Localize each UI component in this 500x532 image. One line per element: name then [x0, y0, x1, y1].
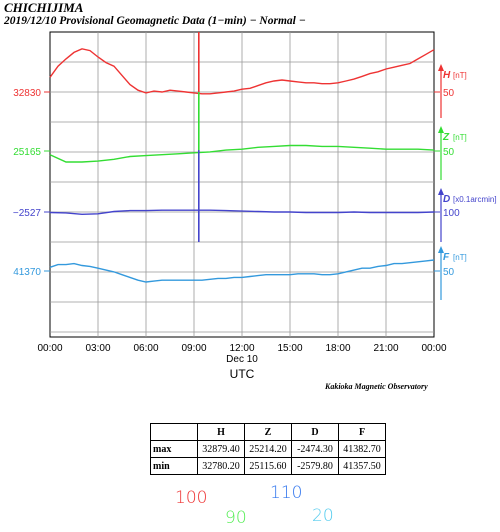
stats-cell: -2579.80 — [291, 457, 339, 475]
stats-col-f: F — [338, 423, 386, 441]
component-label-d: D — [443, 194, 450, 205]
stats-corner — [150, 423, 198, 441]
stats-cell: 41382.70 — [338, 440, 386, 458]
station-title: CHICHIJIMA — [4, 0, 84, 15]
stats-col-h: H — [197, 423, 245, 441]
x-tick-label: 00:00 — [37, 343, 62, 354]
component-label-f: F — [443, 252, 450, 263]
stats-cell: 32879.40 — [197, 440, 245, 458]
scale-arrowhead — [438, 246, 444, 253]
baseline-label-f: 41370 — [13, 267, 41, 278]
baseline-label-h: 32830 — [13, 88, 41, 99]
stats-label-max: max — [150, 440, 198, 458]
stats-cell: 41357.50 — [338, 457, 386, 475]
unit-label-h: [nT] — [453, 71, 467, 80]
stats-label-min: min — [150, 457, 198, 475]
stats-row-max: max 32879.40 25214.20 -2474.30 41382.70 — [150, 440, 386, 458]
stats-table: H Z D F max 32879.40 25214.20 -2474.30 4… — [150, 423, 386, 475]
x-tick-label: 09:00 — [181, 343, 206, 354]
x-tick-label: 21:00 — [373, 343, 398, 354]
series-line-h — [49, 48, 435, 95]
x-tick-label: 15:00 — [277, 343, 302, 354]
stats-cell: 25115.60 — [244, 457, 292, 475]
stats-cell: -2474.30 — [291, 440, 339, 458]
handwritten-note: 100 — [175, 488, 208, 508]
scale-value-f: 50 — [443, 267, 455, 278]
component-label-z: Z — [442, 132, 450, 143]
x-axis-label: UTC — [230, 367, 255, 381]
x-tick-label: 00:00 — [421, 343, 446, 354]
series-line-d — [49, 209, 435, 216]
unit-label-z: [nT] — [453, 133, 467, 142]
stats-col-z: Z — [244, 423, 292, 441]
stats-row-min: min 32780.20 25115.60 -2579.80 41357.50 — [150, 457, 386, 475]
chart-subtitle: 2019/12/10 Provisional Geomagnetic Data … — [4, 15, 306, 27]
observatory-credit: Kakioka Magnetic Observatory — [325, 382, 428, 391]
unit-label-f: [nT] — [453, 253, 467, 262]
series-line-z — [49, 144, 435, 163]
stats-cell: 32780.20 — [197, 457, 245, 475]
series-line-f — [49, 259, 435, 283]
stats-cell: 25214.20 — [244, 440, 292, 458]
scale-arrowhead — [438, 188, 444, 195]
x-date-label: Dec 10 — [226, 354, 258, 365]
baseline-label-z: 25165 — [13, 147, 41, 158]
x-tick-label: 03:00 — [85, 343, 110, 354]
handwritten-note: 110 — [270, 483, 303, 503]
x-tick-label: 18:00 — [325, 343, 350, 354]
stats-header-row: H Z D F — [150, 423, 386, 441]
stats-col-d: D — [291, 423, 339, 441]
scale-value-h: 50 — [443, 88, 455, 99]
handwritten-note: 90 — [225, 508, 247, 528]
baseline-label-d: −2527 — [13, 208, 42, 219]
scale-value-d: 100 — [443, 208, 460, 219]
geomagnetic-chart: 00:00 03:00 06:00 09:00 12:00 15:00 18:00 21:00… — [13, 31, 497, 381]
handwritten-note: 20 — [312, 506, 334, 526]
component-label-h: H — [443, 70, 451, 81]
scale-arrowhead — [438, 64, 444, 71]
x-tick-label: 06:00 — [133, 343, 158, 354]
scale-value-z: 50 — [443, 147, 455, 158]
unit-label-d: [x0.1arcmin] — [453, 195, 497, 204]
x-tick-label: 12:00 — [229, 343, 254, 354]
scale-arrowhead — [438, 126, 444, 133]
